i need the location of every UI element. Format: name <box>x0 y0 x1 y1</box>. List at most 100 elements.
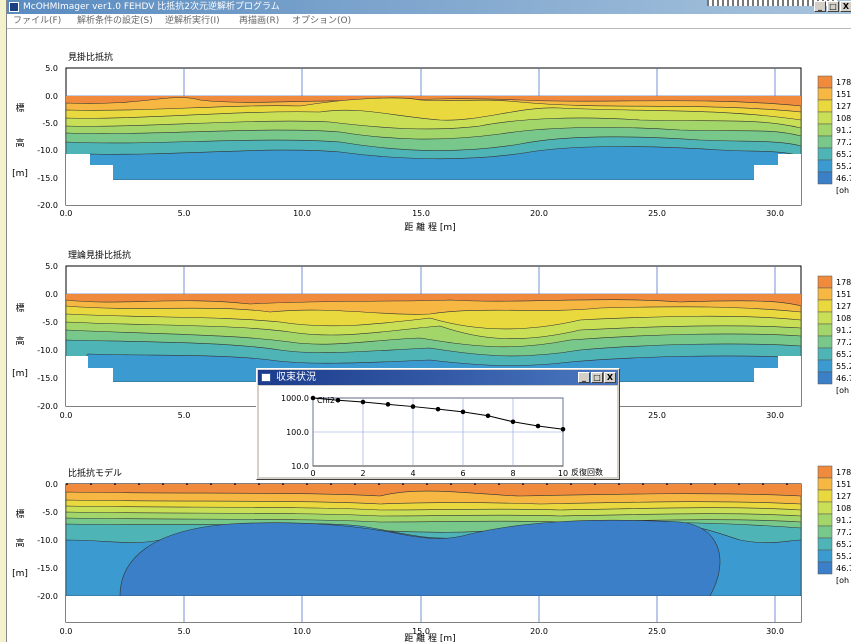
svg-text:5.0: 5.0 <box>45 64 58 73</box>
x-tick-label: 6 <box>460 469 465 477</box>
dialog-minimize-button[interactable]: _ <box>578 372 590 383</box>
legend-label: 91.2 <box>836 326 851 335</box>
chi2-point <box>535 423 541 429</box>
x-axis-label: 距 離 程 [m] <box>404 632 455 642</box>
legend-swatch <box>817 323 833 337</box>
app-icon <box>9 2 19 12</box>
legend-panel-1: 178 151 127 108 91.2 77.2 65.2 55.2 46.7 [oh <box>817 75 851 195</box>
panel-resistivity-model: 比抵抗モデル 0.0 5.0 10.0 15.0 20.0 25.0 30.0 距 離… <box>12 467 802 642</box>
dialog-title-bar[interactable]: 収束状況 _ □ X <box>258 370 618 385</box>
svg-text:10.0: 10.0 <box>293 209 311 218</box>
svg-text:標: 標 <box>15 102 24 114</box>
y-axis-label: 標 高 [m] <box>12 508 28 579</box>
legend-label: 77.2 <box>836 528 851 537</box>
dialog-close-button[interactable]: X <box>604 372 616 383</box>
dialog-icon <box>261 373 271 382</box>
legend-panel-3: 178 151 127 108 91.2 77.2 65.2 55.2 46.7 [oh <box>817 465 851 585</box>
legend-label: 178 <box>836 78 851 87</box>
svg-text:5.0: 5.0 <box>45 262 58 271</box>
svg-text:30.0: 30.0 <box>766 411 784 420</box>
panel-title: 見掛比抵抗 <box>68 51 113 63</box>
convergence-dialog[interactable]: 収束状況 _ □ X 1000.0 100.0 10.0 0 2 4 6 8 10 Chi2 … <box>256 368 620 480</box>
maximize-button[interactable]: □ <box>827 1 839 12</box>
svg-text:-5.0: -5.0 <box>42 318 58 327</box>
panel-theoretical-resistivity: 理論見掛比抵抗 0.05.0 10.015.0 20.025 <box>12 249 802 420</box>
svg-text:-10.0: -10.0 <box>37 146 58 155</box>
chi2-point <box>335 397 341 403</box>
legend-label: [oh <box>836 186 849 195</box>
legend-label: 65.2 <box>836 350 851 359</box>
svg-text:25.0: 25.0 <box>648 209 666 218</box>
y-tick-label: 100.0 <box>286 428 309 437</box>
svg-text:5.0: 5.0 <box>178 627 191 636</box>
x-tick-label: 8 <box>510 469 515 477</box>
legend-label: 127 <box>836 102 851 111</box>
svg-text:-10.0: -10.0 <box>37 536 58 545</box>
legend-swatch <box>817 159 833 173</box>
svg-text:-20.0: -20.0 <box>37 592 58 601</box>
legend-label: 108 <box>836 504 851 513</box>
svg-text:-10.0: -10.0 <box>37 346 58 355</box>
panel-title: 比抵抗モデル <box>68 467 122 479</box>
legend-swatch <box>817 171 833 185</box>
x-tick-labels: 0 2 4 6 8 10 <box>310 469 568 478</box>
color-legends: 178 151 127 108 91.2 77.2 65.2 55.2 46.7 [oh 178 15… <box>817 75 851 585</box>
masked-corners <box>66 154 801 205</box>
svg-text:20.0: 20.0 <box>530 627 548 636</box>
menu-file[interactable]: ファイル(F) <box>13 16 62 26</box>
legend-label: 151 <box>836 480 851 489</box>
chi2-point <box>360 399 366 405</box>
svg-text:-20.0: -20.0 <box>37 402 58 411</box>
y-tick-labels: 1000.0 100.0 10.0 <box>281 394 309 471</box>
legend-swatch <box>817 147 833 161</box>
menu-options[interactable]: オプション(O) <box>292 16 352 26</box>
legend-swatch <box>817 549 833 563</box>
legend-swatch <box>817 525 833 539</box>
chi2-line <box>312 397 564 430</box>
svg-text:5.0: 5.0 <box>178 411 191 420</box>
close-button[interactable]: X <box>840 1 851 12</box>
legend-label: 77.2 <box>836 338 851 347</box>
chi2-point <box>460 409 466 415</box>
legend-swatch <box>817 465 833 479</box>
chi2-point <box>510 419 516 425</box>
svg-text:-15.0: -15.0 <box>37 374 58 383</box>
legend-swatch <box>817 335 833 349</box>
panel-apparent-resistivity: 見掛比抵抗 0.0 5.0 10.0 15.0 20.0 25.0 <box>12 51 802 233</box>
svg-text:25.0: 25.0 <box>648 627 666 636</box>
legend-panel-2: 178 151 127 108 91.2 77.2 65.2 55.2 46.7 [oh <box>817 275 851 395</box>
menu-redraw[interactable]: 再描画(R) <box>239 16 280 26</box>
legend-swatch <box>817 371 833 385</box>
svg-text:-15.0: -15.0 <box>37 564 58 573</box>
legend-label: 55.2 <box>836 362 851 371</box>
legend-label: 55.2 <box>836 162 851 171</box>
svg-text:-5.0: -5.0 <box>42 119 58 128</box>
legend-label: 108 <box>836 114 851 123</box>
svg-text:20.0: 20.0 <box>530 209 548 218</box>
chi2-point <box>410 404 416 409</box>
svg-text:0.0: 0.0 <box>60 627 73 636</box>
svg-text:高: 高 <box>15 137 24 149</box>
contour-fill <box>66 294 801 382</box>
contour-fill <box>66 96 801 180</box>
legend-swatch <box>817 489 833 503</box>
menu-analysis-settings[interactable]: 解析条件の設定(S) <box>77 16 153 26</box>
legend-swatch <box>817 537 833 551</box>
grid-lines <box>183 596 776 622</box>
svg-text:15.0: 15.0 <box>412 209 430 218</box>
menu-run-inversion[interactable]: 逆解析実行(I) <box>165 16 220 26</box>
svg-text:-5.0: -5.0 <box>42 508 58 517</box>
svg-text:0.0: 0.0 <box>45 480 58 489</box>
legend-label: 65.2 <box>836 540 851 549</box>
svg-text:0.0: 0.0 <box>45 290 58 299</box>
legend-label: 151 <box>836 90 851 99</box>
minimize-button[interactable]: _ <box>814 1 826 12</box>
dialog-maximize-button[interactable]: □ <box>591 372 603 383</box>
x-ticks: 0.0 5.0 10.0 15.0 20.0 25.0 30.0 <box>60 627 784 636</box>
svg-text:5.0: 5.0 <box>178 209 191 218</box>
legend-label: 127 <box>836 302 851 311</box>
legend-swatch <box>817 347 833 361</box>
legend-label: 46.7 <box>836 374 851 383</box>
chi2-point <box>485 413 491 419</box>
x-tick-label: 4 <box>410 469 415 477</box>
